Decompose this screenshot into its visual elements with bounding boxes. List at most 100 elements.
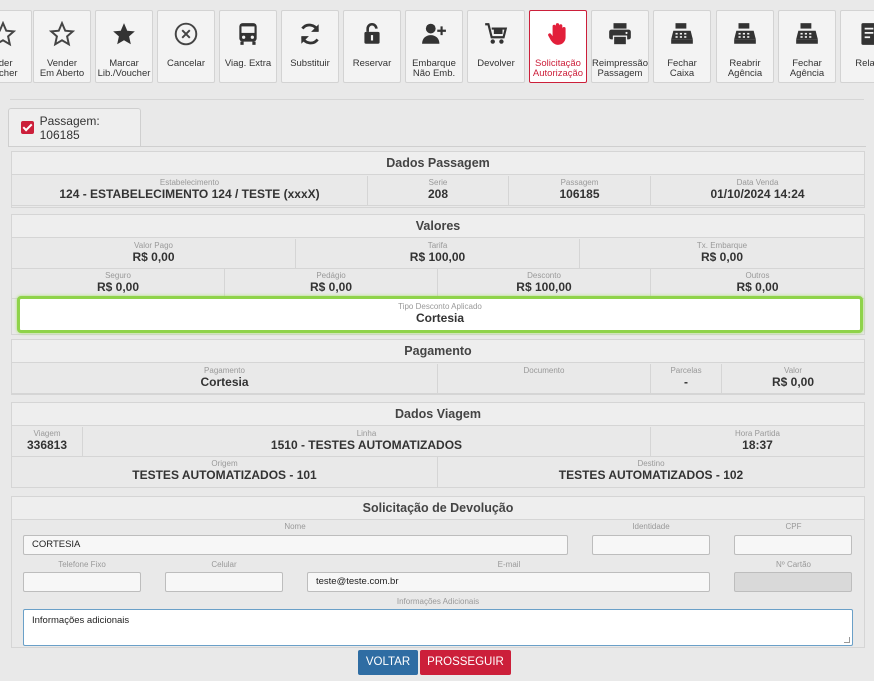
dados-passagem-panel: Dados Passagem Estabelecimento 124 - EST… xyxy=(11,151,865,208)
valor-value: R$ 0,00 xyxy=(771,375,815,389)
info-adicionais-label: Informações Adicionais xyxy=(396,597,480,606)
resize-handle-icon[interactable] xyxy=(844,637,850,643)
tarifa-label: Tarifa xyxy=(427,241,448,250)
outros-value: R$ 0,00 xyxy=(736,280,779,294)
origem-label: Origem xyxy=(211,459,238,468)
marcar-lib-voucher-button[interactable]: Marcar Lib./Voucher xyxy=(95,10,153,83)
estabelecimento-label: Estabelecimento xyxy=(159,178,220,187)
prosseguir-button[interactable]: PROSSEGUIR xyxy=(420,650,511,675)
viag-extra-button[interactable]: Viag. Extra xyxy=(219,10,277,83)
telefone-label: Telefone Fixo xyxy=(58,560,106,569)
tab-label: Passagem: 106185 xyxy=(39,113,100,142)
refresh-icon xyxy=(282,21,338,55)
hora-partida-label: Hora Partida xyxy=(735,429,780,438)
tx-embarque-value: R$ 0,00 xyxy=(700,250,744,264)
star-outline-icon xyxy=(34,20,90,55)
pagamento-label: Pagamento xyxy=(204,366,245,375)
tipo-desconto-highlight: Tipo Desconto Aplicado Cortesia xyxy=(17,296,863,333)
devolver-button[interactable]: Devolver xyxy=(467,10,525,83)
panel-title: Dados Passagem xyxy=(12,152,864,175)
toolbar: nder oucher Vender Em Aberto Marcar Lib.… xyxy=(0,0,874,92)
celular-label: Celular xyxy=(211,560,237,569)
pagamento-value: Cortesia xyxy=(200,375,249,389)
voltar-button[interactable]: VOLTAR xyxy=(358,650,418,675)
destino-label: Destino xyxy=(637,459,665,468)
seguro-value: R$ 0,00 xyxy=(96,280,140,294)
cart-return-icon xyxy=(468,21,524,55)
passagem-label: Passagem xyxy=(560,178,599,187)
relatorios-button[interactable]: Relató xyxy=(840,10,874,83)
substituir-button[interactable]: Substituir xyxy=(281,10,339,83)
pedagio-value: R$ 0,00 xyxy=(309,280,353,294)
email-label: E-mail xyxy=(497,560,521,569)
vender-voucher-button[interactable]: nder oucher xyxy=(0,10,32,83)
tx-embarque-label: Tx. Embarque xyxy=(696,241,748,250)
pagamento-panel: Pagamento Pagamento Cortesia Documento P… xyxy=(11,339,865,395)
panel-title: Pagamento xyxy=(12,340,864,363)
identidade-input[interactable] xyxy=(592,535,710,555)
embarque-nao-emb-button[interactable]: Embarque Não Emb. xyxy=(405,10,463,83)
user-plus-icon xyxy=(406,21,462,55)
cash-register-icon xyxy=(779,21,835,55)
identidade-label: Identidade xyxy=(632,522,670,531)
nome-label: Nome xyxy=(284,522,306,531)
tab-passagem[interactable]: Passagem: 106185 xyxy=(8,108,141,146)
documento-label: Documento xyxy=(523,366,565,375)
reimpressao-passagem-button[interactable]: Reimpressão Passagem xyxy=(591,10,649,83)
origem-value: TESTES AUTOMATIZADOS - 101 xyxy=(132,468,317,482)
cancel-circle-icon xyxy=(158,21,214,55)
panel-title: Dados Viagem xyxy=(12,403,864,426)
printer-icon xyxy=(592,21,648,55)
desconto-value: R$ 100,00 xyxy=(516,280,572,294)
fechar-agencia-button[interactable]: Fechar Agência xyxy=(778,10,836,83)
linha-value: 1510 - TESTES AUTOMATIZADOS xyxy=(270,438,463,452)
destino-value: TESTES AUTOMATIZADOS - 102 xyxy=(558,468,744,482)
cartao-label: Nº Cartão xyxy=(776,560,811,569)
seguro-label: Seguro xyxy=(105,271,131,280)
bus-icon xyxy=(220,21,276,55)
cartao-input[interactable] xyxy=(734,572,852,592)
viagem-value: 336813 xyxy=(26,438,68,452)
vender-em-aberto-button[interactable]: Vender Em Aberto xyxy=(33,10,91,83)
parcelas-label: Parcelas xyxy=(670,366,702,375)
dados-viagem-panel: Dados Viagem Viagem 336813 Linha 1510 - … xyxy=(11,402,865,488)
reservar-button[interactable]: Reservar xyxy=(343,10,401,83)
solicitacao-autorizacao-button[interactable]: Solicitação Autorização xyxy=(529,10,587,83)
pedagio-label: Pedágio xyxy=(316,271,346,280)
email-input[interactable]: teste@teste.com.br xyxy=(307,572,710,592)
reabrir-agencia-button[interactable]: Reabrir Agência xyxy=(716,10,774,83)
report-icon xyxy=(841,21,874,55)
celular-input[interactable] xyxy=(165,572,283,592)
info-adicionais-placeholder: Informações adicionais xyxy=(32,615,130,626)
cash-register-icon xyxy=(717,21,773,55)
unlock-icon xyxy=(344,21,400,55)
outros-label: Outros xyxy=(745,271,770,280)
linha-label: Linha xyxy=(356,429,377,438)
serie-label: Serie xyxy=(428,178,448,187)
telefone-input[interactable] xyxy=(23,572,141,592)
star-filled-icon xyxy=(96,21,152,55)
cpf-input[interactable] xyxy=(734,535,852,555)
panel-title: Solicitação de Devolução xyxy=(12,497,864,520)
tarifa-value: R$ 100,00 xyxy=(409,250,466,264)
toolbar-divider xyxy=(10,99,864,100)
parcelas-value: - xyxy=(684,375,688,389)
valor-label: Valor xyxy=(783,366,803,375)
cash-register-icon xyxy=(654,21,710,55)
checkbox-checked-icon xyxy=(21,121,34,134)
desconto-label: Desconto xyxy=(527,271,561,280)
info-adicionais-textarea[interactable]: Informações adicionais xyxy=(23,609,853,646)
data-venda-value: 01/10/2024 14:24 xyxy=(710,187,805,201)
valor-pago-value: R$ 0,00 xyxy=(132,250,175,264)
viagem-label: Viagem xyxy=(33,429,61,438)
data-venda-label: Data Venda xyxy=(736,178,779,187)
valor-pago-label: Valor Pago xyxy=(134,241,173,250)
tipo-desconto-label: Tipo Desconto Aplicado xyxy=(398,302,482,311)
nome-input[interactable]: CORTESIA xyxy=(23,535,568,555)
tipo-desconto-value: Cortesia xyxy=(415,311,465,325)
estabelecimento-value: 124 - ESTABELECIMENTO 124 / TESTE (xxxX) xyxy=(59,187,320,201)
panel-title: Valores xyxy=(12,215,864,238)
cpf-label: CPF xyxy=(785,522,802,531)
cancelar-button[interactable]: Cancelar xyxy=(157,10,215,83)
fechar-caixa-button[interactable]: Fechar Caixa xyxy=(653,10,711,83)
